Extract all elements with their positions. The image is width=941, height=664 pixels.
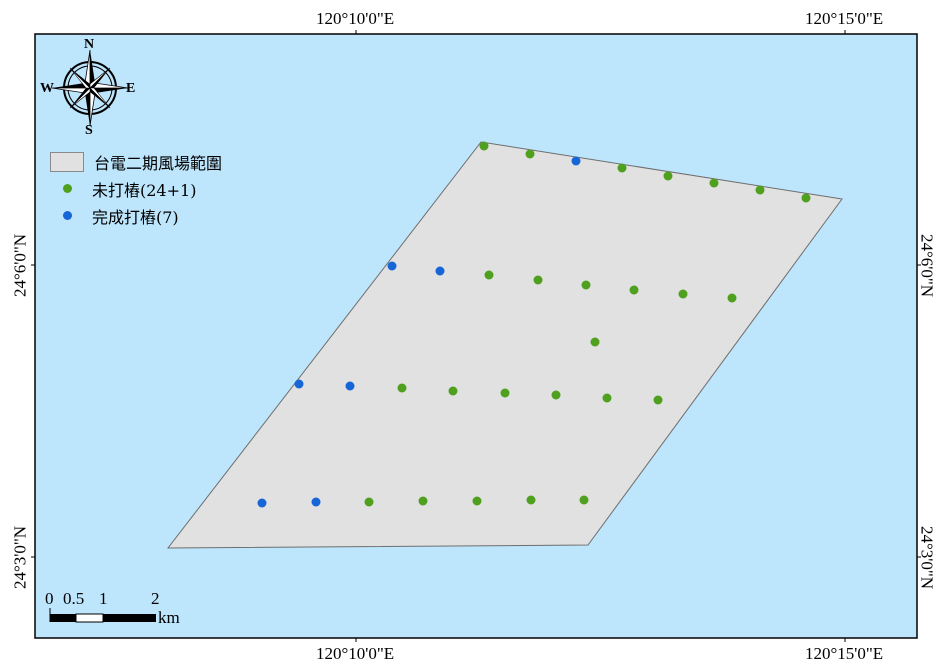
compass-west-label: W (40, 81, 54, 96)
map-legend: 台電二期風場範圍 未打樁(24+1) 完成打樁(7) (50, 148, 222, 229)
legend-area-label: 台電二期風場範圍 (94, 153, 223, 173)
area-swatch (50, 151, 84, 172)
legend-piled-label: 完成打樁(7) (92, 207, 179, 227)
legend-item-area: 台電二期風場範圍 (50, 148, 222, 175)
scale-tick-label: 1 (99, 589, 108, 608)
turbine-not-piled-marker (484, 270, 494, 280)
turbine-piled-marker (435, 266, 445, 276)
compass-east-label: E (126, 81, 136, 96)
graticule-left-label: 24°3'0"N (10, 525, 30, 590)
green-dot-icon (62, 184, 72, 193)
graticule-top-label: 120°10'0"E (316, 9, 395, 28)
legend-not-piled-label: 未打樁(24+1) (92, 180, 197, 200)
graticule-right-label: 24°3'0"N (917, 525, 937, 590)
turbine-not-piled-marker (397, 383, 407, 393)
compass-north-label: N (84, 37, 95, 52)
turbine-not-piled-marker (653, 395, 663, 405)
scale-bar (49, 608, 156, 623)
compass-south-label: S (85, 123, 93, 138)
turbine-not-piled-marker (678, 289, 688, 299)
turbine-not-piled-marker (533, 275, 543, 285)
turbine-piled-marker (294, 379, 304, 389)
turbine-not-piled-marker (525, 149, 535, 159)
turbine-piled-marker (311, 497, 321, 507)
turbine-not-piled-marker (709, 178, 719, 188)
turbine-piled-marker (571, 156, 581, 166)
legend-item-not-piled: 未打樁(24+1) (50, 175, 222, 202)
blue-dot-icon (62, 211, 72, 220)
turbine-not-piled-marker (526, 495, 536, 505)
compass-icon (51, 49, 129, 127)
turbine-not-piled-marker (500, 388, 510, 398)
turbine-not-piled-marker (364, 497, 374, 507)
graticule-ticks (31, 30, 921, 642)
graticule-right-label: 24°6'0"N (917, 233, 937, 298)
turbine-piled-marker (257, 498, 267, 508)
turbine-not-piled-marker (755, 185, 765, 195)
turbine-not-piled-marker (418, 496, 428, 506)
scale-tick-label: 0 (45, 589, 54, 608)
turbine-not-piled-marker (581, 280, 591, 290)
legend-item-piled: 完成打樁(7) (50, 202, 222, 229)
turbine-not-piled-marker (617, 163, 627, 173)
graticule-bottom-label: 120°15'0"E (805, 644, 884, 663)
graticule-left-label: 24°6'0"N (10, 233, 30, 298)
turbine-not-piled-marker (472, 496, 482, 506)
wind-farm-area (166, 141, 843, 549)
turbine-not-piled-marker (629, 285, 639, 295)
turbine-piled-marker (345, 381, 355, 391)
graticule-bottom-label: 120°10'0"E (316, 644, 395, 663)
turbine-not-piled-marker (448, 386, 458, 396)
scale-unit-label: km (158, 608, 180, 627)
turbine-not-piled-marker (479, 141, 489, 151)
turbine-not-piled-marker (727, 293, 737, 303)
turbine-not-piled-marker (551, 390, 561, 400)
turbine-not-piled-marker (579, 495, 589, 505)
scale-tick-label: 0.5 (63, 589, 85, 608)
turbine-not-piled-marker (590, 337, 600, 347)
graticule-top-label: 120°15'0"E (805, 9, 884, 28)
scale-tick-label: 2 (151, 589, 160, 608)
turbine-layer (257, 141, 811, 508)
turbine-not-piled-marker (663, 171, 673, 181)
turbine-piled-marker (387, 261, 397, 271)
turbine-not-piled-marker (801, 193, 811, 203)
turbine-not-piled-marker (602, 393, 612, 403)
